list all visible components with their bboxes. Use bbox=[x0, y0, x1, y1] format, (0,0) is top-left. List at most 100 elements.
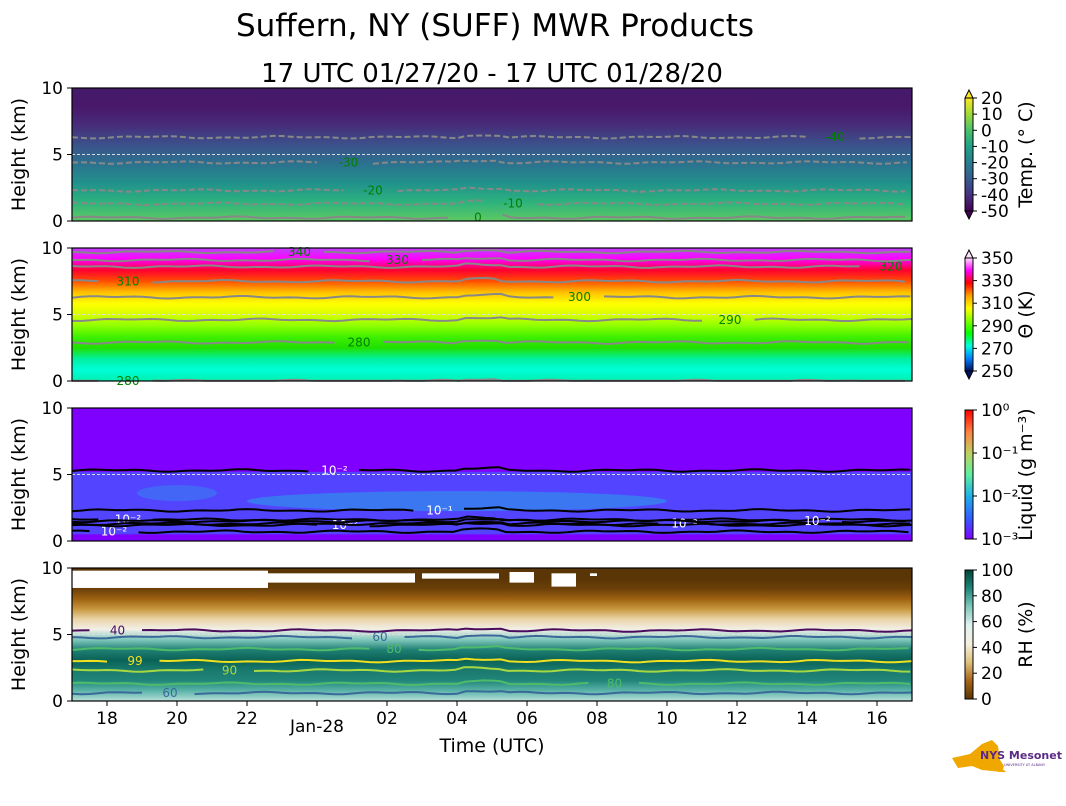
contour-label: 330 bbox=[386, 253, 409, 267]
contour-line-10⁻² bbox=[708, 521, 911, 527]
y-axis-label: Height (km) bbox=[8, 578, 30, 691]
contour-line-280 bbox=[383, 339, 909, 345]
cloud-core bbox=[137, 485, 217, 502]
y-tick-label: 10 bbox=[41, 559, 63, 579]
figure-subtitle: 17 UTC 01/27/20 - 17 UTC 01/28/20 bbox=[261, 59, 723, 89]
contour-line-0 bbox=[71, 215, 449, 220]
colorbar-extend-min bbox=[964, 210, 974, 221]
contour-line-10⁻² bbox=[841, 519, 913, 524]
colorbar-bar bbox=[964, 409, 974, 540]
contour-line-10⁻¹ bbox=[463, 506, 911, 513]
missing-data-region bbox=[509, 571, 534, 583]
contour-label: 300 bbox=[568, 290, 591, 304]
colorbar-tick-label: 10 bbox=[981, 105, 1003, 125]
contour-label: 40 bbox=[110, 624, 125, 638]
contour-label: 10⁻² bbox=[671, 517, 698, 531]
y-tick-label: 10 bbox=[41, 399, 63, 419]
contour-label: 290 bbox=[719, 313, 742, 327]
contour-label: 10⁻² bbox=[804, 514, 831, 528]
contour-line-280 bbox=[71, 340, 335, 345]
x-tick-label: 18 bbox=[96, 709, 118, 729]
colorbar-tick-label: 100 bbox=[981, 561, 1013, 581]
missing-data-region bbox=[268, 573, 415, 583]
contour-line-10⁻² bbox=[71, 468, 309, 473]
contour-label: 280 bbox=[348, 335, 371, 349]
y-axis-label: Height (km) bbox=[8, 418, 30, 531]
contour-line-90 bbox=[253, 666, 911, 673]
contour-line-60 bbox=[194, 690, 913, 696]
colorbar-bar bbox=[964, 257, 974, 372]
y-tick-label: 5 bbox=[52, 466, 63, 486]
contour-label: -20 bbox=[363, 183, 383, 197]
colorbar-bar bbox=[964, 569, 974, 700]
y-axis-label: Height (km) bbox=[8, 98, 30, 211]
contour-label: 99 bbox=[127, 654, 142, 668]
colorbar-relative-humidity: 100 80 60 40 20 0 RH (%) bbox=[964, 561, 1037, 710]
colorbar-tick-label: 0 bbox=[981, 690, 992, 710]
contour-line-90 bbox=[71, 668, 204, 673]
contour-line-60 bbox=[404, 634, 913, 640]
logo-text: NYS Mesonet bbox=[980, 749, 1062, 762]
colorbar-tick-label: 10⁻³ bbox=[981, 530, 1018, 550]
colorbar-extend-max bbox=[964, 88, 974, 99]
colorbar-tick-label: 60 bbox=[981, 613, 1003, 633]
x-tick-label: 22 bbox=[236, 709, 258, 729]
contour-label: 90 bbox=[222, 663, 237, 677]
colorbar-tick-label: 0 bbox=[981, 121, 992, 141]
colorbar-bar bbox=[964, 97, 974, 212]
contour-line-340 bbox=[71, 249, 274, 255]
contour-line--10 bbox=[537, 201, 906, 207]
contour-line-80 bbox=[71, 646, 370, 652]
contour-line-10⁻² bbox=[71, 518, 790, 524]
contour-line-310 bbox=[152, 276, 906, 284]
contour-line--10 bbox=[71, 199, 484, 207]
colorbar-tick-label: 290 bbox=[981, 317, 1013, 337]
y-tick-label: 0 bbox=[52, 372, 63, 392]
colorbar-tick-label: 40 bbox=[981, 638, 1003, 658]
colorbar-label: Θ (K) bbox=[1015, 290, 1037, 338]
x-tick-label: 14 bbox=[796, 709, 818, 729]
nys-mesonet-logo: NYS Mesonet UNIVERSITY AT ALBANY bbox=[952, 740, 1062, 772]
colorbar-tick-label: 10⁻² bbox=[981, 487, 1018, 507]
contour-label: -30 bbox=[339, 155, 359, 169]
contour-line-40 bbox=[141, 627, 913, 633]
contour-label: 10⁻² bbox=[101, 525, 128, 539]
y-tick-label: 10 bbox=[41, 79, 63, 99]
contour-line-80 bbox=[418, 644, 909, 652]
colorbar-tick-label: -40 bbox=[981, 186, 1009, 206]
y-tick-label: 5 bbox=[52, 306, 63, 326]
contour-line--40 bbox=[71, 134, 808, 140]
colorbar-tick-label: 20 bbox=[981, 664, 1003, 684]
contour-line-320 bbox=[71, 262, 860, 269]
contour-line-290 bbox=[71, 316, 702, 323]
colorbar-tick-label: -50 bbox=[981, 202, 1009, 222]
colorbar-extend-min bbox=[964, 370, 974, 381]
colorbar-tick-label: -10 bbox=[981, 137, 1009, 157]
contour-line-300 bbox=[603, 294, 911, 300]
colorbar-tick-label: 270 bbox=[981, 339, 1013, 359]
contour-label: -40 bbox=[825, 130, 845, 144]
colorbar-label: RH (%) bbox=[1015, 601, 1037, 667]
contour-line-330 bbox=[71, 257, 370, 263]
contour-label: 320 bbox=[880, 260, 903, 274]
contour-label: 80 bbox=[386, 642, 401, 656]
y-tick-label: 5 bbox=[52, 146, 63, 166]
colorbar-tick-label: 350 bbox=[981, 249, 1013, 269]
contour-line-99 bbox=[159, 657, 913, 664]
contour-line-330 bbox=[421, 257, 913, 263]
colorbar-tick-label: 20 bbox=[981, 89, 1003, 109]
colorbar-extend-max bbox=[964, 248, 974, 259]
x-tick-label: 04 bbox=[446, 709, 468, 729]
x-tick-label: 12 bbox=[726, 709, 748, 729]
contour-label: 10⁻² bbox=[321, 464, 348, 478]
missing-data-region bbox=[422, 573, 499, 579]
x-tick-label: Jan-28 bbox=[289, 717, 344, 737]
contour-line-60 bbox=[71, 634, 353, 640]
contour-line-10⁻² bbox=[358, 466, 911, 473]
figure-title: Suffern, NY (SUFF) MWR Products bbox=[236, 8, 754, 44]
contour-line--20 bbox=[397, 186, 906, 193]
